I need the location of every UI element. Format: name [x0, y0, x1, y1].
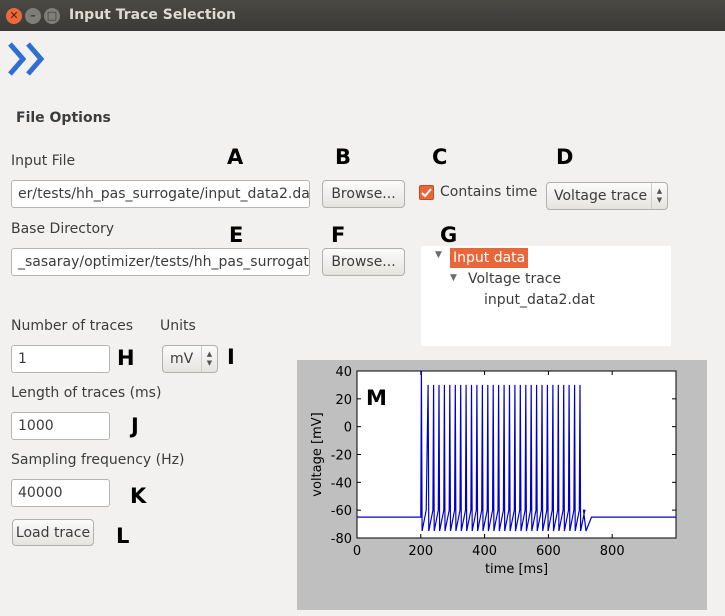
contains-time-checkbox[interactable] — [419, 185, 434, 200]
file-options-heading: File Options — [16, 110, 111, 126]
checkmark-icon — [421, 188, 432, 198]
annotation-E: E — [229, 223, 244, 247]
annotation-G: G — [440, 223, 458, 247]
input-file-browse-button[interactable]: Browse... — [322, 180, 405, 208]
annotation-H: H — [117, 346, 135, 370]
contains-time-label: Contains time — [440, 184, 538, 200]
length-of-traces-field[interactable]: 1000 — [11, 412, 110, 440]
length-of-traces-label: Length of traces (ms) — [11, 385, 162, 401]
units-select[interactable]: mV ▲ ▼ — [162, 345, 218, 373]
double-chevron-right-icon[interactable] — [6, 40, 48, 82]
annotation-D: D — [556, 145, 574, 169]
y-tick-label: -80 — [331, 532, 352, 547]
expand-triangle-icon[interactable]: ▼ — [450, 273, 457, 283]
annotation-M: M — [366, 386, 387, 410]
annotation-I: I — [227, 345, 235, 369]
base-directory-field[interactable]: _sasaray/optimizer/tests/hh_pas_surrogat… — [11, 248, 310, 276]
x-tick-label: 800 — [600, 544, 625, 559]
number-of-traces-label: Number of traces — [11, 318, 134, 334]
annotation-A: A — [227, 145, 244, 169]
trace-type-select[interactable]: Voltage trace ▲ ▼ — [546, 182, 668, 210]
y-tick-label: -60 — [331, 504, 352, 519]
base-directory-label: Base Directory — [11, 221, 115, 237]
annotation-C: C — [432, 145, 448, 169]
x-tick-label: 400 — [472, 544, 497, 559]
title-bar: ✕ – □ Input Trace Selection — [0, 0, 725, 31]
select-arrows-icon: ▲ ▼ — [201, 346, 217, 372]
trace-type-value: Voltage trace — [554, 188, 648, 204]
annotation-J: J — [131, 414, 139, 438]
y-tick-label: -40 — [331, 476, 352, 491]
units-value: mV — [170, 351, 194, 367]
select-arrows-icon: ▲ ▼ — [651, 183, 667, 209]
input-file-label: Input File — [11, 153, 76, 169]
base-directory-browse-button[interactable]: Browse... — [322, 248, 405, 276]
voltage-series-line — [357, 370, 676, 532]
data-tree[interactable]: ▼ Input data ▼ Voltage trace input_data2… — [421, 246, 671, 346]
x-tick-label: 600 — [536, 544, 561, 559]
y-axis-label: voltage [mV] — [310, 412, 325, 496]
x-axis-label: time [ms] — [485, 562, 548, 577]
sampling-frequency-label: Sampling frequency (Hz) — [11, 452, 185, 468]
y-tick-label: 0 — [344, 421, 352, 436]
close-window-icon[interactable]: ✕ — [6, 8, 22, 24]
minimize-window-icon[interactable]: – — [25, 8, 41, 24]
sampling-frequency-field[interactable]: 40000 — [11, 479, 110, 507]
annotation-B: B — [335, 145, 352, 169]
tree-item-input-data[interactable]: Input data — [450, 248, 529, 268]
annotation-K: K — [130, 484, 147, 508]
number-of-traces-field[interactable]: 1 — [11, 345, 110, 373]
annotation-F: F — [331, 223, 346, 247]
input-file-field[interactable]: er/tests/hh_pas_surrogate/input_data2.da… — [11, 180, 310, 208]
y-tick-label: 20 — [335, 393, 352, 408]
maximize-window-icon[interactable]: □ — [44, 8, 60, 24]
x-tick-label: 0 — [353, 544, 361, 559]
y-tick-label: 40 — [335, 365, 352, 380]
annotation-L: L — [116, 524, 130, 548]
tree-item-voltage-trace[interactable]: Voltage trace — [468, 271, 562, 287]
expand-triangle-icon[interactable]: ▼ — [435, 250, 442, 260]
units-label: Units — [160, 318, 196, 334]
window-title: Input Trace Selection — [69, 7, 237, 23]
tree-item-file[interactable]: input_data2.dat — [484, 292, 595, 308]
x-tick-label: 200 — [408, 544, 433, 559]
load-trace-button[interactable]: Load trace — [12, 519, 94, 546]
plot-area — [356, 370, 677, 539]
y-tick-label: -20 — [331, 449, 352, 464]
